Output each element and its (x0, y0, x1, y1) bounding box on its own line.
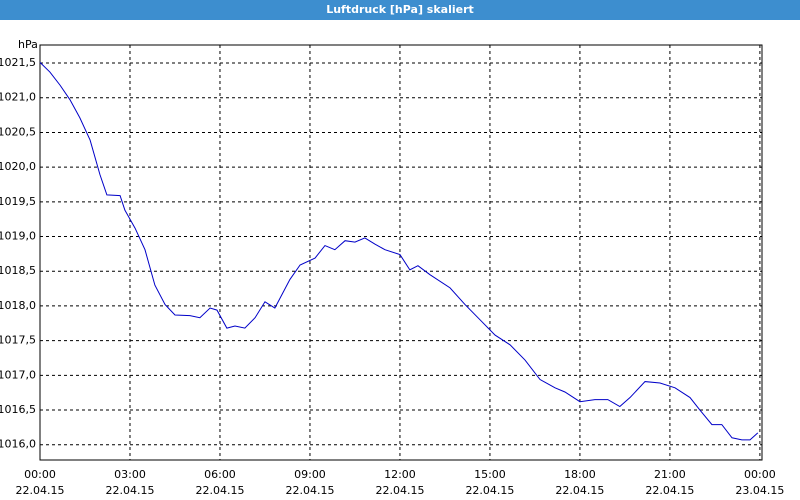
y-tick-label: 1017,5 (0, 334, 36, 347)
y-tick-label: 1021,0 (0, 91, 36, 104)
window-title: Luftdruck [hPa] skaliert (326, 3, 474, 16)
x-tick-label: 21:00 (654, 468, 686, 481)
y-tick-label: 1016,0 (0, 438, 36, 451)
x-tick-date: 22.04.15 (555, 484, 604, 497)
y-unit: hPa (18, 38, 38, 51)
y-tick-label: 1019,5 (0, 195, 36, 208)
x-tick-label: 09:00 (294, 468, 326, 481)
y-tick-label: 1016,5 (0, 403, 36, 416)
x-tick-date: 22.04.15 (16, 484, 65, 497)
x-tick-label: 06:00 (204, 468, 236, 481)
x-tick-date: 22.04.15 (285, 484, 334, 497)
plot-area: 1016,0 1016,5 1017,0 1017,5 1018,0 1018,5 1019… (0, 44, 784, 497)
y-tick-label: 1017,0 (0, 368, 36, 381)
x-tick-date: 22.04.15 (465, 484, 514, 497)
x-tick-label: 00:00 (24, 468, 56, 481)
x-tick-date: 22.04.15 (375, 484, 424, 497)
x-tick-label: 00:00 (744, 468, 776, 481)
y-tick-label: 1020,0 (0, 160, 36, 173)
y-tick-label: 1018,0 (0, 299, 36, 312)
x-tick-label: 03:00 (114, 468, 146, 481)
x-tick-date: 22.04.15 (645, 484, 694, 497)
pressure-line (39, 61, 759, 441)
x-tick-label: 15:00 (474, 468, 506, 481)
y-tick-label: 1019,0 (0, 230, 36, 243)
y-tick-label: 1021,5 (0, 56, 36, 69)
plot-frame (39, 44, 763, 461)
x-tick-date: 23.04.15 (735, 484, 784, 497)
x-tick-label: 12:00 (384, 468, 416, 481)
title-bar (0, 0, 800, 20)
x-tick-date: 22.04.15 (105, 484, 154, 497)
x-tick-label: 18:00 (564, 468, 596, 481)
y-tick-label: 1018,5 (0, 264, 36, 277)
y-tick-label: 1020,5 (0, 125, 36, 138)
x-tick-date: 22.04.15 (195, 484, 244, 497)
